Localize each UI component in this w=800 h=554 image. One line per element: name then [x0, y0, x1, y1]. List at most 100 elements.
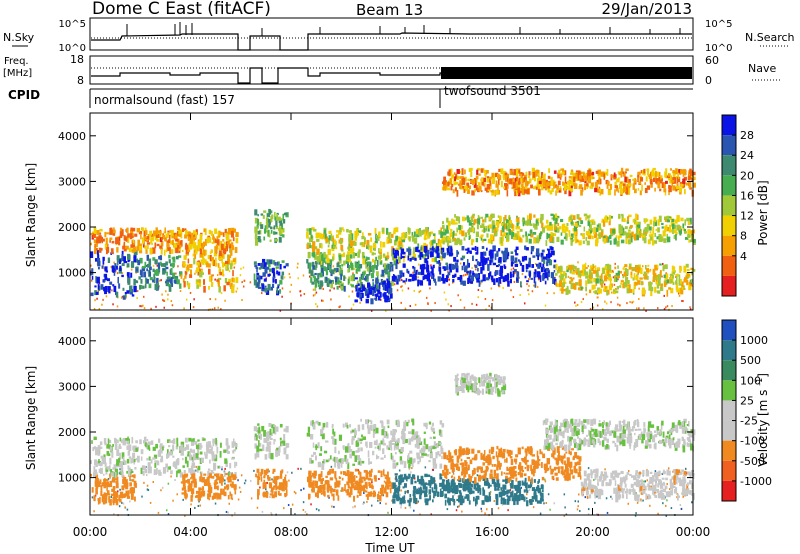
power-band-cell	[475, 185, 478, 191]
velocity-band-cell	[153, 454, 158, 459]
velocity-noise-cell	[385, 502, 387, 505]
power-band-cell	[426, 249, 430, 256]
power-band-cell	[582, 240, 585, 244]
power-noise-cell	[616, 296, 619, 299]
power-band-cell	[339, 227, 342, 233]
power-band-cell	[542, 274, 545, 281]
power-noise-cell	[596, 292, 599, 295]
velocity-noise-cell	[378, 478, 380, 481]
power-band-cell	[510, 251, 514, 254]
power-band-cell	[598, 177, 601, 184]
power-band-cell	[604, 171, 606, 179]
velocity-band-cell	[217, 465, 220, 469]
power-band-cell	[467, 277, 470, 285]
power-band-cell	[474, 264, 478, 268]
power-band-cell	[230, 230, 234, 238]
power-band-cell	[641, 184, 643, 191]
velocity-band-cell	[416, 443, 420, 449]
power-band-cell	[504, 223, 508, 230]
power-band-cell	[470, 275, 475, 282]
power-band-cell	[152, 279, 155, 283]
power-band-cell	[607, 181, 610, 186]
power-band-cell	[517, 181, 521, 188]
power-band-cell	[426, 229, 429, 235]
power-noise-cell	[665, 306, 667, 309]
power-band-cell	[571, 278, 574, 282]
velocity-band-cell	[121, 471, 124, 478]
power-band-cell	[680, 183, 684, 187]
power-band-cell	[419, 228, 421, 231]
power-band-cell	[122, 295, 126, 300]
power-band-cell	[340, 286, 344, 290]
velocity-band-cell	[385, 481, 388, 487]
power-band-cell	[603, 285, 606, 290]
velocity-band-cell	[274, 430, 277, 435]
power-band-cell	[484, 258, 487, 265]
power-band-cell	[488, 218, 491, 222]
power-band-cell	[610, 231, 614, 237]
power-noise-cell	[430, 309, 432, 312]
velocity-band-cell	[281, 483, 284, 491]
power-band-cell	[446, 251, 450, 256]
power-band-cell	[661, 178, 663, 182]
velocity-band-cell	[154, 462, 157, 468]
power-band-cell	[390, 238, 393, 244]
power-band-cell	[635, 221, 638, 229]
power-band-cell	[524, 245, 527, 250]
power-band-cell	[211, 256, 214, 261]
power-band-cell	[532, 255, 536, 258]
power-band-cell	[534, 170, 537, 174]
velocity-band-cell	[129, 487, 133, 494]
power-band-cell	[417, 249, 421, 253]
power-band-cell	[391, 255, 395, 261]
power-band-cell	[117, 255, 120, 262]
power-band-cell	[480, 168, 483, 173]
power-band-cell	[215, 257, 217, 264]
power-band-cell	[336, 285, 339, 290]
velocity-band-cell	[416, 454, 420, 459]
power-band-cell	[477, 267, 479, 272]
power-band-cell	[530, 223, 533, 227]
power-band-cell	[447, 273, 450, 278]
power-band-cell	[447, 272, 451, 276]
power-band-cell	[347, 278, 350, 285]
power-band-cell	[278, 261, 280, 266]
power-band-cell	[446, 248, 449, 251]
power-band-cell	[370, 266, 373, 271]
power-band-cell	[566, 222, 569, 227]
power-band-cell	[654, 264, 657, 270]
power-band-cell	[319, 232, 322, 239]
power-band-cell	[524, 186, 528, 190]
power-band-cell	[646, 168, 650, 172]
velocity-band-cell	[200, 473, 202, 480]
power-noise-cell	[537, 278, 540, 281]
power-band-cell	[498, 168, 501, 172]
power-band-cell	[411, 235, 415, 242]
power-band-cell	[515, 246, 519, 251]
power-band-cell	[455, 265, 459, 273]
power-band-cell	[202, 257, 205, 265]
power-band-cell	[442, 236, 446, 243]
power-band-cell	[113, 227, 115, 231]
velocity-noise-cell	[382, 494, 385, 497]
power-band-cell	[317, 280, 320, 285]
power-band-cell	[228, 239, 232, 242]
power-band-cell	[403, 257, 405, 263]
power-band-cell	[513, 269, 517, 273]
power-band-cell	[466, 270, 470, 274]
power-band-cell	[228, 243, 232, 249]
power-band-cell	[543, 268, 547, 273]
power-band-cell	[374, 240, 378, 244]
velocity-band-cell	[315, 455, 317, 461]
power-band-cell	[393, 252, 398, 259]
power-band-cell	[343, 285, 346, 292]
velocity-band-cell	[317, 461, 322, 468]
power-noise-cell	[143, 307, 146, 310]
power-noise-cell	[471, 267, 473, 270]
power-noise-cell	[471, 302, 473, 305]
velocity-band-cell	[111, 451, 114, 458]
colorbar-tick-label: 24	[740, 149, 754, 162]
power-noise-cell	[121, 295, 124, 298]
power-band-cell	[366, 239, 370, 247]
velocity-band-cell	[170, 470, 173, 475]
